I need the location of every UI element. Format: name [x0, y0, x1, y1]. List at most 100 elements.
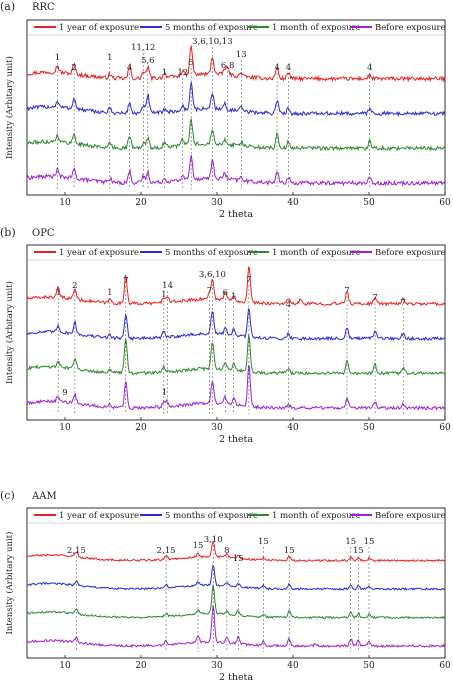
peak-label: 1 — [231, 292, 236, 302]
series-line — [26, 45, 446, 83]
peak-label: 7 — [372, 293, 377, 303]
peak-label: 1 — [107, 288, 112, 298]
peak-label: 1 — [161, 290, 166, 300]
peak-label: 7 — [246, 275, 251, 285]
peak-label: 6,8 — [221, 61, 235, 71]
x-axis-label: 2 theta — [219, 672, 253, 683]
x-tick-label: 30 — [211, 423, 223, 433]
peak-label: 11,12 — [131, 43, 155, 53]
x-tick-label: 60 — [439, 423, 451, 433]
x-tick-label: 50 — [363, 198, 375, 208]
peak-label: 3,6,10,13 — [192, 37, 233, 47]
peak-label: 9 — [62, 388, 67, 398]
peak-label: 2,15 — [157, 546, 176, 556]
x-tick-label: 20 — [135, 423, 147, 433]
peak-label: 1 — [162, 68, 167, 78]
x-tick-label: 50 — [363, 423, 375, 433]
plot-frame — [26, 507, 446, 659]
peak-label: 14 — [162, 281, 173, 291]
plot-frame — [26, 19, 446, 196]
peak-label: 3,10 — [204, 535, 223, 545]
peak-label: 8 — [224, 546, 229, 556]
x-tick-label: 40 — [287, 198, 299, 208]
y-axis-label: Intensity (Arbitary unit) — [4, 281, 15, 384]
x-tick-label: 60 — [439, 198, 451, 208]
legend-entry: 1 month of exposure — [272, 23, 361, 33]
legend-entry: 1 month of exposure — [272, 248, 361, 258]
peak-label: 13 — [236, 50, 247, 60]
series-line — [26, 154, 446, 187]
peak-label: 15 — [364, 537, 375, 547]
x-tick-label: 50 — [363, 661, 375, 671]
peak-label: 5 — [188, 58, 193, 68]
peak-label: 4 — [127, 63, 132, 73]
panel-rrc: (a) RRC 1 year of exposure 5 months of expo… — [0, 0, 451, 220]
peak-label: 15 — [233, 554, 244, 564]
plot-frame — [26, 244, 446, 421]
peak-label: 15 — [353, 546, 364, 556]
x-tick-label: 10 — [59, 423, 71, 433]
peak-label: 7 — [207, 286, 212, 296]
panel-label: (a) — [0, 0, 15, 13]
peak-label: 5,6 — [141, 56, 155, 66]
series-line — [26, 266, 446, 307]
series-line — [26, 308, 445, 342]
peak-label: 7 — [344, 286, 349, 296]
series-line — [26, 82, 446, 118]
panel-title: AAM — [31, 491, 57, 502]
x-tick-label: 10 — [59, 198, 71, 208]
x-tick-label: 40 — [287, 423, 299, 433]
series-line — [26, 364, 446, 411]
peak-label: 15 — [193, 541, 204, 551]
x-axis-label: 2 theta — [219, 434, 253, 445]
x-tick-label: 20 — [135, 661, 147, 671]
x-tick-label: 30 — [211, 198, 223, 208]
panel-label: (c) — [0, 489, 15, 502]
series-line — [26, 539, 446, 563]
peak-label: 15 — [258, 537, 269, 547]
legend-entry: 1 month of exposure — [272, 511, 361, 521]
peak-label: 1 — [162, 388, 167, 398]
x-tick-label: 40 — [287, 661, 299, 671]
y-axis-label: Intensity (Arbitary unit) — [4, 56, 15, 159]
series-line — [26, 564, 445, 591]
peak-label: 4 — [274, 63, 279, 73]
x-tick-label: 20 — [135, 198, 147, 208]
legend-entry: 1 year of exposure — [59, 23, 139, 33]
peak-label: 2 — [72, 281, 77, 291]
x-tick-label: 60 — [439, 661, 451, 671]
y-axis-label: Intensity (Arbitary unit) — [4, 532, 15, 635]
panel-title: RRC — [32, 2, 55, 13]
legend-entry: 5 months of exposure — [165, 248, 258, 258]
x-tick-label: 30 — [211, 661, 223, 671]
series-line — [26, 584, 446, 620]
peak-label: 4 — [367, 63, 372, 73]
peak-label: 1 — [55, 288, 60, 298]
legend-entry: 5 months of exposure — [165, 511, 258, 521]
legend-entry: Before exposure — [375, 248, 446, 258]
peak-label: 3,6,10 — [199, 270, 226, 280]
peak-label: 1 — [107, 53, 112, 63]
peak-label: 7 — [400, 298, 405, 308]
peak-label: 15 — [284, 546, 295, 556]
x-tick-label: 10 — [59, 661, 71, 671]
peak-label: 2 — [71, 63, 76, 73]
peak-label: 6 — [223, 288, 228, 298]
peak-label: 15 — [345, 537, 356, 547]
series-line — [26, 334, 446, 376]
legend-entry: Before exposure — [375, 511, 446, 521]
legend-entry: 1 year of exposure — [59, 511, 139, 521]
legend-entry: Before exposure — [375, 23, 446, 33]
peak-label: 2,15 — [67, 546, 86, 556]
peak-label: 4 — [286, 300, 291, 310]
x-axis-label: 2 theta — [219, 209, 253, 220]
peak-label: 12 — [177, 68, 188, 78]
legend-entry: 1 year of exposure — [59, 248, 139, 258]
panel-title: OPC — [32, 228, 55, 239]
panel-label: (b) — [0, 226, 16, 239]
series-line — [26, 605, 446, 649]
legend-entry: 5 months of exposure — [165, 23, 258, 33]
series-line — [26, 118, 445, 152]
